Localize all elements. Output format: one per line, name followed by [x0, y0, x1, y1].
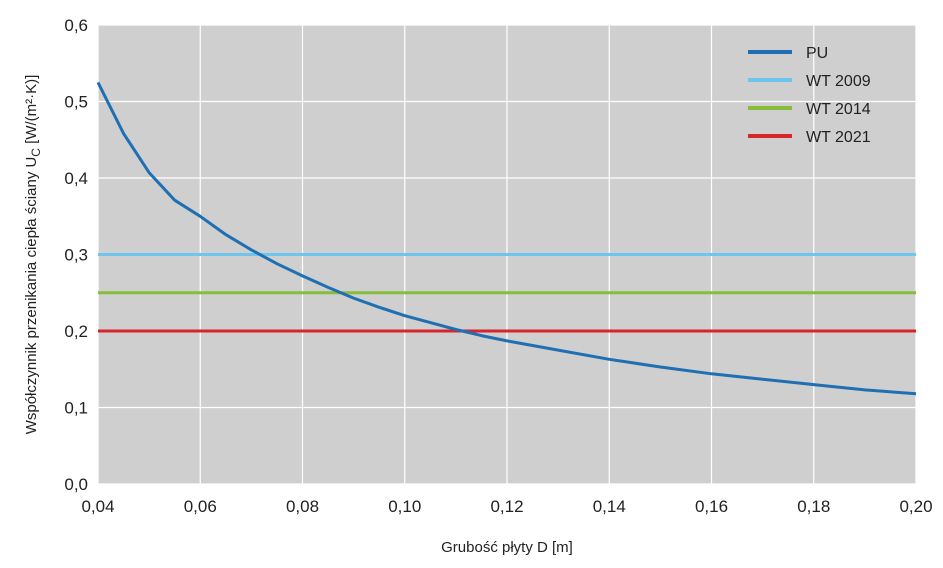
x-tick-label: 0,20	[899, 497, 932, 516]
y-tick-label: 0,2	[64, 322, 88, 341]
legend-label-wt-2021: WT 2021	[806, 129, 871, 146]
y-axis-label-main: Współczynnik przenikania ciepła ściany U	[23, 157, 40, 435]
legend-label-pu: PU	[806, 45, 828, 62]
y-tick-label: 0,1	[64, 399, 88, 418]
series-line-pu	[96, 81, 917, 396]
y-tick-labels: 0,0 0,1 0,2 0,3 0,4 0,5 0,6	[64, 16, 88, 494]
y-axis-label: Współczynnik przenikania ciepła ściany U…	[23, 75, 43, 435]
y-tick-label: 0,0	[64, 475, 88, 494]
legend-label-wt-2014: WT 2014	[806, 101, 871, 118]
x-tick-label: 0,12	[490, 497, 523, 516]
x-tick-label: 0,04	[81, 497, 114, 516]
legend: PU WT 2009 WT 2014 WT 2021	[748, 45, 871, 146]
x-tick-label: 0,18	[797, 497, 830, 516]
grid-lines	[97, 24, 917, 485]
legend-label-wt-2009: WT 2009	[806, 73, 871, 90]
x-tick-label: 0,16	[695, 497, 728, 516]
x-tick-label: 0,14	[593, 497, 626, 516]
y-tick-label: 0,4	[64, 169, 88, 188]
y-tick-label: 0,5	[64, 93, 88, 112]
y-tick-label: 0,3	[64, 246, 88, 265]
y-axis-label-unit: [W/(m²·K)]	[23, 75, 40, 148]
x-axis-label: Grubość płyty D [m]	[441, 539, 573, 556]
x-tick-labels: 0,04 0,06 0,08 0,10 0,12 0,14 0,16 0,18 0,20	[81, 497, 932, 516]
y-axis-label-subscript: C	[29, 148, 43, 157]
y-tick-label: 0,6	[64, 16, 88, 35]
x-tick-label: 0,08	[286, 497, 319, 516]
series-lines	[96, 81, 917, 396]
x-tick-label: 0,10	[388, 497, 421, 516]
x-tick-label: 0,06	[184, 497, 217, 516]
